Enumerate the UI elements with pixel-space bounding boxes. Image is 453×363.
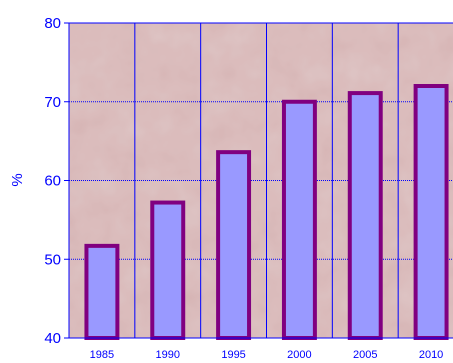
x-tick-label-1985: 1985 [90, 349, 114, 361]
y-tick-label-50: 50 [44, 251, 61, 268]
y-axis-label: % [9, 173, 26, 186]
bar-1990 [150, 200, 186, 340]
y-tick-label-60: 60 [44, 173, 61, 190]
x-tick-label-1990: 1990 [156, 349, 180, 361]
bar-2005 [347, 91, 383, 341]
bar-1995 [216, 150, 252, 340]
y-tick-labels: 40 50 60 70 80 [44, 15, 61, 347]
y-tick-label-80: 80 [44, 15, 61, 32]
y-tick-label-40: 40 [44, 330, 61, 347]
bar-1985 [84, 243, 120, 340]
x-tick-labels: 1985 1990 1995 2000 2005 2010 [90, 349, 444, 361]
x-tick-label-1995: 1995 [221, 349, 245, 361]
y-tick-label-70: 70 [44, 94, 61, 111]
x-tick-label-2000: 2000 [287, 349, 311, 361]
x-tick-label-2005: 2005 [353, 349, 377, 361]
gridlines [69, 22, 453, 338]
x-tick-label-2010: 2010 [419, 349, 443, 361]
bar-2000 [281, 99, 317, 340]
bars [84, 84, 449, 341]
axes [64, 22, 453, 339]
bar-2010 [413, 84, 449, 340]
